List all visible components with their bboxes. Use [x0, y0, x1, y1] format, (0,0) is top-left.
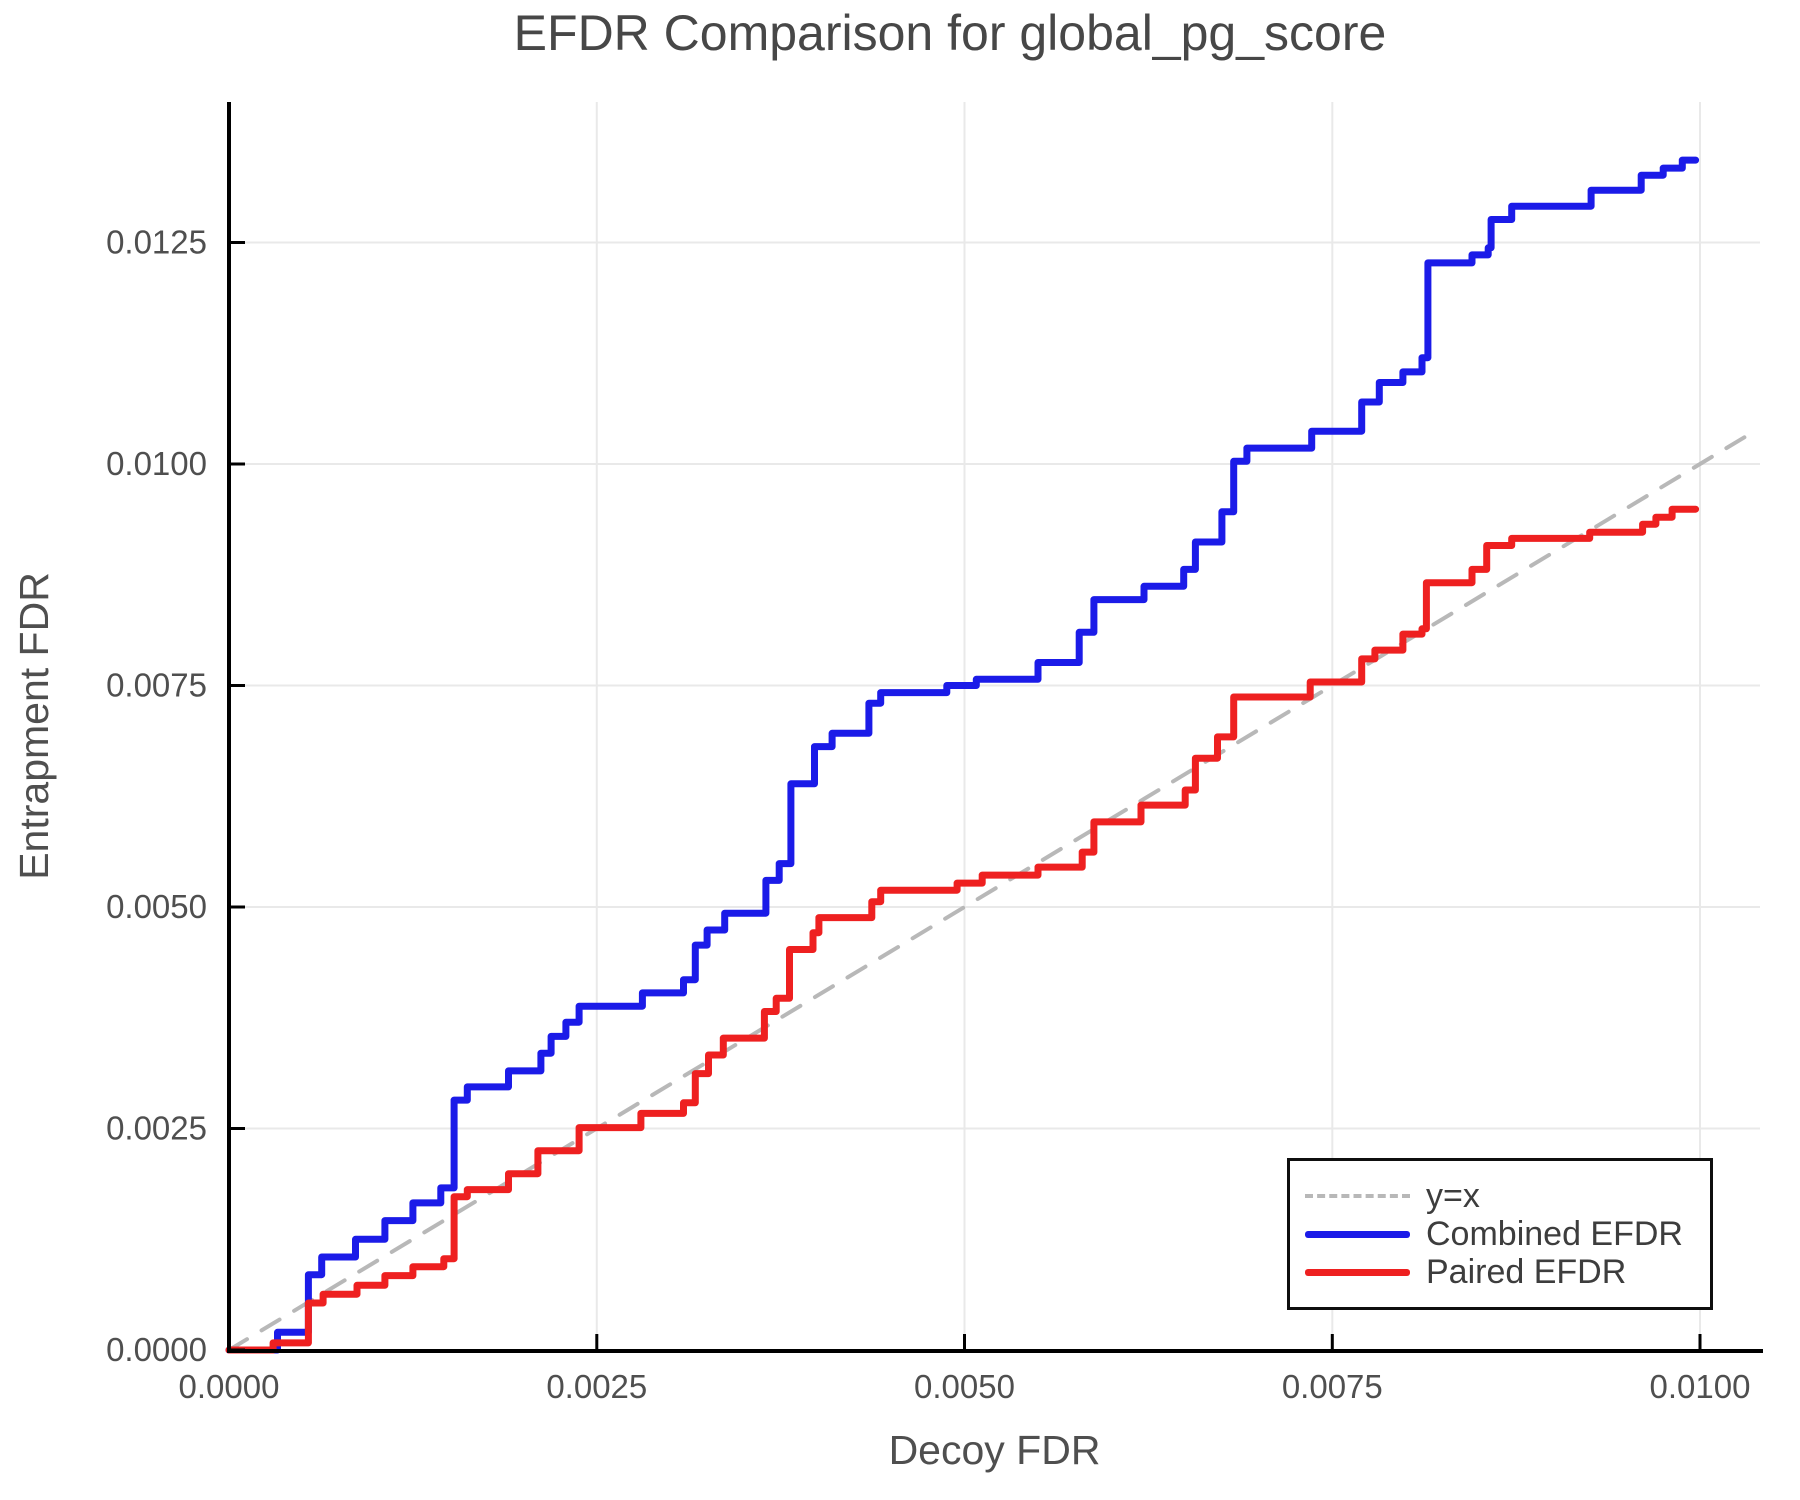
- x-tick-label: 0.0000: [179, 1368, 280, 1405]
- x-tick-label: 0.0025: [546, 1368, 647, 1405]
- y-tick-label: 0.0025: [106, 1110, 207, 1147]
- y-tick-label: 0.0125: [106, 224, 207, 261]
- legend-sample-combined-line: [1305, 1230, 1410, 1238]
- series-line-2: [225, 505, 1700, 1354]
- chart-title: EFDR Comparison for global_pg_score: [513, 5, 1387, 61]
- legend-sample-paired-line: [1305, 1268, 1410, 1276]
- y-tick-label: 0.0075: [106, 667, 207, 704]
- x-axis-label: Decoy FDR: [889, 1427, 1101, 1473]
- legend-sample-dashed-line: [1305, 1194, 1410, 1198]
- series-line-0: [227, 426, 1761, 1352]
- legend-label-combined: Combined EFDR: [1426, 1215, 1683, 1253]
- y-tick-label: 0.0100: [106, 445, 207, 482]
- y-axis-label: Entrapment FDR: [11, 572, 57, 880]
- y-tick-label: 0.0000: [106, 1331, 207, 1368]
- series-line-1: [225, 156, 1700, 1354]
- legend-label-paired: Paired EFDR: [1426, 1253, 1627, 1291]
- legend-row-paired: Paired EFDR: [1305, 1253, 1710, 1291]
- x-tick-label: 0.0100: [1650, 1368, 1751, 1405]
- legend-row-combined: Combined EFDR: [1305, 1215, 1710, 1253]
- y-tick-label: 0.0050: [106, 888, 207, 925]
- legend-box: y=x Combined EFDR Paired EFDR: [1287, 1158, 1713, 1310]
- x-tick-label: 0.0075: [1282, 1368, 1383, 1405]
- legend-row-yx: y=x: [1305, 1177, 1710, 1215]
- x-tick-label: 0.0050: [914, 1368, 1015, 1405]
- legend-label-yx: y=x: [1426, 1177, 1480, 1215]
